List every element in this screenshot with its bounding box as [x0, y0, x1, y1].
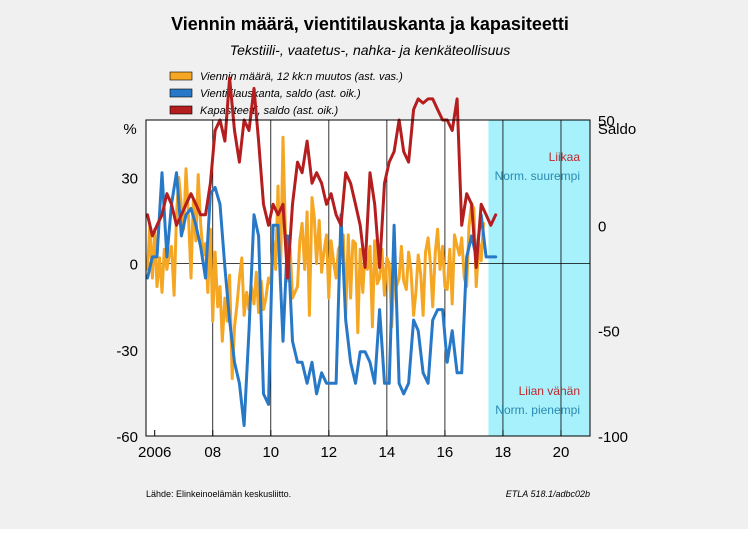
forecast-band [488, 120, 590, 436]
legend-label-orange: Viennin määrä, 12 kk:n muutos (ast. vas.… [200, 71, 403, 83]
x-tick-label: 16 [437, 444, 454, 461]
chart-subtitle: Tekstiili-, vaatetus-, nahka- ja kenkäte… [230, 42, 510, 58]
left-tick-label: -30 [116, 343, 138, 360]
left-tick-label: -60 [116, 429, 138, 446]
x-tick-label: 10 [262, 444, 279, 461]
annotation-upper-blue: Norm. suurempi [495, 169, 580, 183]
right-axis-tick-labels: 50 0 -50 -100 [598, 113, 628, 446]
right-tick-label: 50 [598, 113, 615, 130]
left-tick-label: 0 [130, 257, 138, 274]
legend-swatch-orange [169, 71, 193, 81]
legend: Viennin määrä, 12 kk:n muutos (ast. vas.… [169, 71, 403, 117]
x-tick-label: 08 [204, 444, 221, 461]
left-axis-tick-labels: 30 0 -30 -60 [116, 170, 138, 446]
series-line-export-orders [146, 171, 498, 427]
left-tick-label: 30 [121, 170, 138, 187]
annotation-lower-blue: Norm. pienempi [495, 403, 580, 417]
x-tick-label: 2006 [138, 444, 171, 461]
x-tick-label: 12 [320, 444, 337, 461]
x-axis-tick-labels: 2006 08 10 12 14 16 18 20 [138, 444, 569, 461]
right-tick-label: -50 [598, 324, 620, 341]
right-tick-label: 0 [598, 218, 606, 235]
series-line-exports [146, 135, 485, 380]
series-layer [146, 76, 498, 427]
legend-label-blue: Vientitilauskanta, saldo (ast. oik.) [200, 88, 361, 100]
annotation-lower-red: Liian vähän [519, 384, 580, 398]
plot-frame [145, 119, 591, 437]
x-tick-label: 14 [379, 444, 396, 461]
series-line-capacity [146, 76, 498, 280]
annotation-upper-red: Liikaa [549, 150, 581, 164]
chart-title: Viennin määrä, vientitilauskanta ja kapa… [171, 14, 569, 34]
legend-label-red: Kapasiteetti, saldo (ast. oik.) [200, 105, 339, 117]
legend-swatch-red [169, 105, 193, 115]
x-axis-ticks [154, 430, 562, 436]
source-note: Lähde: Elinkeinoelämän keskusliitto. [146, 489, 291, 499]
legend-swatch-blue [169, 88, 193, 98]
left-axis-unit: % [123, 121, 136, 138]
right-tick-label: -100 [598, 429, 628, 446]
chart-code: ETLA 518.1/adbc02b [506, 489, 590, 499]
x-tick-label: 18 [495, 444, 512, 461]
x-tick-label: 20 [553, 444, 570, 461]
right-axis-unit: Saldo [598, 121, 636, 138]
